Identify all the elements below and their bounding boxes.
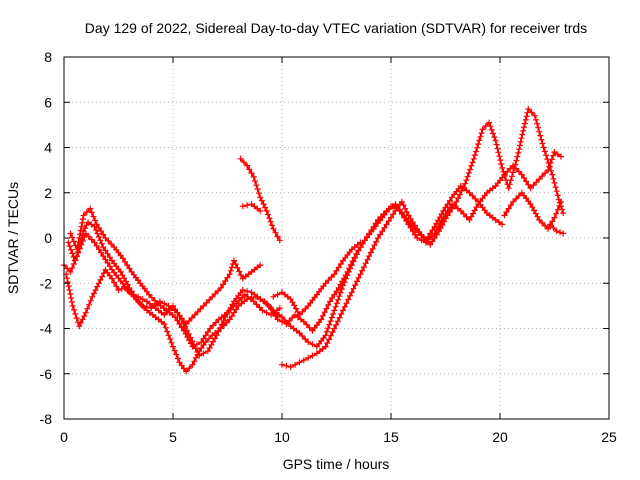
y-tick-label: -4 (40, 321, 53, 337)
series-markers (67, 205, 283, 350)
series-track-4 (67, 205, 283, 350)
series-markers (547, 221, 567, 237)
series-track-9 (501, 189, 564, 232)
x-tick-label: 15 (383, 429, 399, 445)
series-line (63, 108, 565, 373)
series-line (69, 207, 281, 348)
x-tick-label: 25 (601, 429, 617, 445)
x-tick-label: 0 (60, 429, 68, 445)
series-markers (270, 239, 364, 318)
series-track-5 (237, 155, 283, 244)
series-track-1 (61, 106, 567, 375)
series-track-3 (65, 149, 564, 359)
series-track-8 (270, 239, 364, 318)
x-tick-label: 20 (492, 429, 508, 445)
y-tick-label: 4 (44, 140, 52, 156)
x-axis-title: GPS time / hours (283, 456, 390, 472)
y-tick-label: -6 (40, 366, 53, 382)
series-markers (61, 106, 567, 375)
x-tick-label: 10 (274, 429, 290, 445)
series-markers (239, 201, 264, 214)
series-track-2 (63, 257, 264, 330)
series-line (281, 185, 504, 368)
y-tick-label: 8 (44, 49, 52, 65)
series-line (503, 192, 562, 230)
series-markers (65, 149, 564, 359)
series-markers (279, 183, 506, 370)
series-layer (61, 106, 567, 375)
series-track-6 (239, 201, 264, 214)
series-markers (237, 155, 283, 244)
y-tick-label: 0 (44, 230, 52, 246)
y-tick-label: -2 (40, 275, 53, 291)
y-tick-label: -8 (40, 411, 53, 427)
y-axis-title: SDTVAR / TECUs (5, 182, 21, 294)
series-track-10 (547, 221, 567, 237)
series-markers (63, 257, 264, 330)
y-axis: -8 -6 -4 -2 0 2 4 6 8 (40, 49, 609, 427)
y-tick-label: 6 (44, 94, 52, 110)
x-tick-label: 5 (169, 429, 177, 445)
series-markers (501, 189, 564, 232)
y-tick-label: 2 (44, 185, 52, 201)
x-axis: 0 5 10 15 20 25 (60, 57, 617, 445)
chart-title: Day 129 of 2022, Sidereal Day-to-day VTE… (85, 20, 587, 36)
series-track-7 (279, 183, 506, 370)
